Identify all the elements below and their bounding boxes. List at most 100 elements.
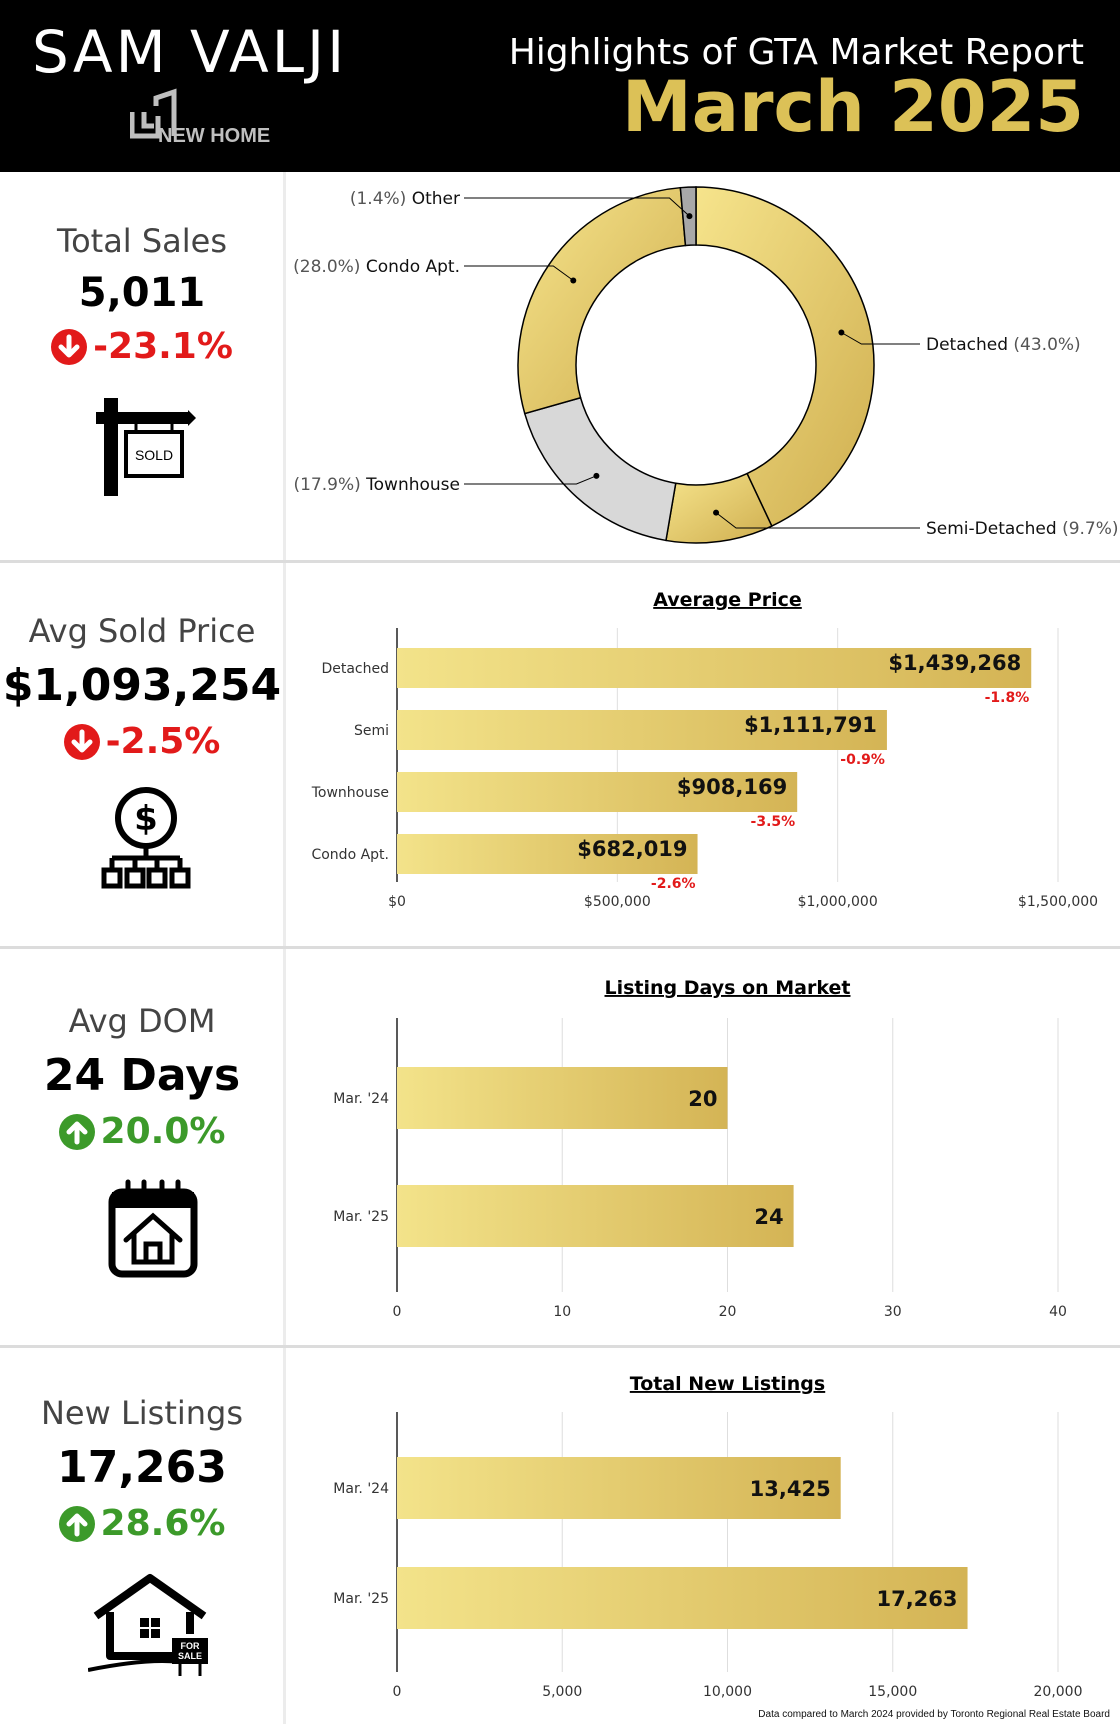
x-tick-label: $1,000,000 bbox=[798, 894, 878, 910]
x-tick-label: 30 bbox=[884, 1304, 902, 1320]
slice-label: Detached (43.0%) bbox=[926, 335, 1081, 355]
stat-label: Total Sales bbox=[56, 222, 228, 260]
dollar-network-icon: $ bbox=[101, 787, 191, 889]
slice-leader-line bbox=[464, 265, 574, 281]
stat-change-text: -23.1% bbox=[93, 326, 233, 367]
brand-name: SAM VALJI bbox=[32, 18, 348, 86]
bar bbox=[397, 1567, 968, 1629]
chart-title: Total New Listings bbox=[630, 1373, 825, 1395]
stat-value: 17,263 bbox=[57, 1442, 227, 1493]
slice-label: (28.0%) Condo Apt. bbox=[293, 257, 460, 277]
slice-label: (17.9%) Townhouse bbox=[293, 475, 460, 495]
data-label: $908,169 bbox=[677, 775, 787, 799]
slice-leader-line bbox=[841, 332, 920, 345]
slice-leader-line bbox=[464, 475, 597, 485]
stat-value: 5,011 bbox=[78, 270, 206, 316]
x-tick-label: $0 bbox=[388, 894, 406, 910]
data-label: 20 bbox=[688, 1087, 717, 1111]
stat-value: 24 Days bbox=[43, 1050, 241, 1101]
category-label: Townhouse bbox=[311, 785, 389, 801]
section-divider bbox=[0, 1345, 1120, 1348]
bar bbox=[397, 648, 1032, 688]
category-label: Condo Apt. bbox=[311, 847, 389, 863]
change-label: -3.5% bbox=[751, 814, 796, 830]
bar bbox=[397, 1185, 794, 1247]
stat-change: -2.5% bbox=[0, 721, 284, 762]
for-sale-text: FOR SALE bbox=[177, 1641, 202, 1661]
arrow-up-icon bbox=[58, 1113, 95, 1150]
x-tick-label: 15,000 bbox=[868, 1684, 917, 1700]
donut-slice bbox=[695, 186, 875, 528]
bar bbox=[397, 710, 887, 750]
stat-change: 28.6% bbox=[0, 1503, 284, 1544]
stat-avg-sold-price: Avg Sold Price $1,093,254 -2.5% bbox=[0, 612, 284, 762]
bar bbox=[397, 1067, 728, 1129]
change-label: -1.8% bbox=[985, 690, 1030, 706]
stat-change: 20.0% bbox=[0, 1111, 284, 1152]
category-label: Detached bbox=[321, 661, 389, 677]
stat-change-text: -2.5% bbox=[105, 721, 221, 762]
data-label: 24 bbox=[754, 1205, 783, 1229]
header-banner: SAM VALJI NEW HOME Highlights of GTA Mar… bbox=[0, 0, 1120, 172]
stat-total-sales: Total Sales 5,011 -23.1% bbox=[0, 222, 284, 367]
stat-label: Avg DOM bbox=[68, 1002, 216, 1040]
bar bbox=[397, 772, 798, 812]
stat-value: $1,093,254 bbox=[2, 660, 282, 711]
calendar-house-icon bbox=[108, 1179, 198, 1278]
x-tick-label: 20,000 bbox=[1034, 1684, 1083, 1700]
donut-slice bbox=[523, 396, 677, 542]
bar bbox=[397, 1457, 841, 1519]
average-price-bar-chart: Average Price $0 $500,000 $1,000,000 $1,500,… bbox=[311, 589, 1098, 910]
slice-label: Semi-Detached (9.7%) bbox=[926, 519, 1119, 539]
donut-slice bbox=[517, 186, 687, 415]
x-tick-label: 0 bbox=[393, 1684, 402, 1700]
change-label: -2.6% bbox=[651, 876, 696, 892]
x-tick-label: 20 bbox=[719, 1304, 737, 1320]
data-label: $682,019 bbox=[577, 837, 687, 861]
chart-title: Average Price bbox=[653, 589, 802, 611]
stat-label: New Listings bbox=[40, 1394, 244, 1432]
report-title: Highlights of GTA Market Report bbox=[508, 32, 1084, 73]
x-tick-label: 0 bbox=[393, 1304, 402, 1320]
chart-title: Listing Days on Market bbox=[605, 977, 851, 999]
data-label: $1,111,791 bbox=[744, 713, 877, 737]
section-divider bbox=[0, 946, 1120, 949]
category-label: Mar. '24 bbox=[333, 1091, 389, 1107]
new-listings-bar-chart: Total New Listings 0 5,000 10,000 15,000 20,0… bbox=[333, 1373, 1083, 1700]
sold-text: SOLD bbox=[135, 447, 173, 463]
slice-leader-line bbox=[464, 197, 690, 217]
category-label: Mar. '24 bbox=[333, 1481, 389, 1497]
bar bbox=[397, 834, 698, 874]
slice-dot bbox=[838, 329, 845, 336]
house-for-sale-icon: FOR SALE bbox=[88, 1574, 208, 1676]
property-type-donut-chart: Detached (43.0%) Semi-Detached (9.7%) (17.… bbox=[293, 186, 1119, 544]
arrow-down-icon bbox=[51, 328, 88, 365]
days-on-market-bar-chart: Listing Days on Market 0 10 20 30 40 Mar. '24 2… bbox=[333, 977, 1067, 1320]
data-label: $1,439,268 bbox=[888, 651, 1021, 675]
category-label: Mar. '25 bbox=[333, 1209, 389, 1225]
category-label: Semi bbox=[354, 723, 389, 739]
new-home-logo-icon: NEW HOME bbox=[130, 88, 270, 146]
stat-new-listings: New Listings 17,263 28.6% bbox=[0, 1394, 284, 1544]
stat-change-text: 20.0% bbox=[100, 1111, 226, 1152]
stat-change-text: 28.6% bbox=[100, 1503, 226, 1544]
section-divider bbox=[0, 560, 1120, 563]
data-label: 17,263 bbox=[876, 1587, 957, 1611]
sold-sign-icon: SOLD bbox=[96, 398, 196, 496]
x-tick-label: 10,000 bbox=[703, 1684, 752, 1700]
category-label: Mar. '25 bbox=[333, 1591, 389, 1607]
change-label: -0.9% bbox=[840, 752, 885, 768]
stat-label: Avg Sold Price bbox=[28, 612, 256, 650]
slice-label: (1.4%) Other bbox=[350, 189, 460, 209]
data-label: 13,425 bbox=[750, 1477, 831, 1501]
stat-avg-dom: Avg DOM 24 Days 20.0% bbox=[0, 1002, 284, 1152]
stat-change: -23.1% bbox=[0, 326, 284, 367]
logo-text: NEW HOME bbox=[158, 125, 270, 146]
x-tick-label: 40 bbox=[1049, 1304, 1067, 1320]
x-tick-label: $500,000 bbox=[584, 894, 651, 910]
svg-text:$: $ bbox=[134, 799, 158, 839]
slice-leader-line bbox=[715, 512, 920, 529]
report-month: March 2025 bbox=[622, 66, 1084, 148]
footnote: Data compared to March 2024 provided by … bbox=[758, 1709, 1110, 1720]
x-tick-label: 10 bbox=[553, 1304, 571, 1320]
